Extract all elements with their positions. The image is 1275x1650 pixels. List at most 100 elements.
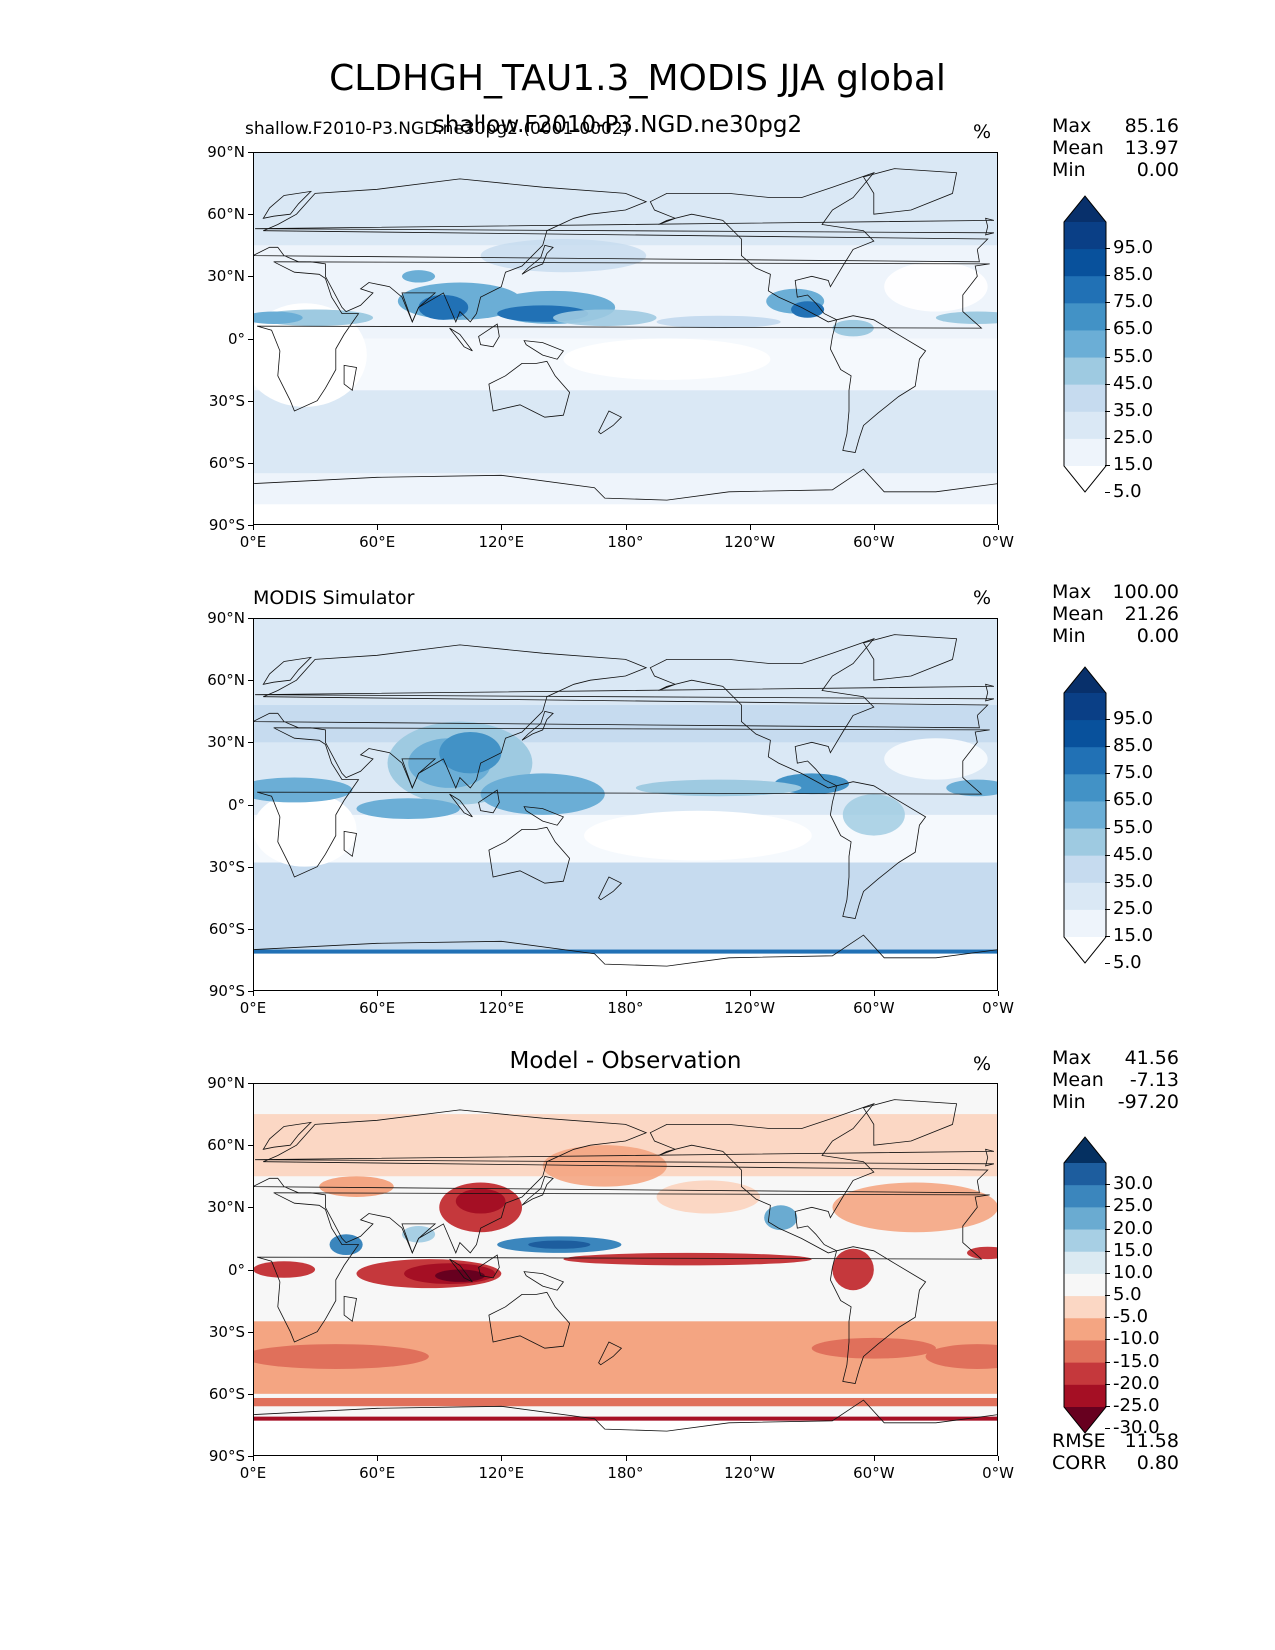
colorbar-tick-label: 55.0 (1113, 816, 1154, 838)
colorbar-reference (1063, 666, 1107, 968)
colorbar-swatch (1064, 747, 1106, 775)
lon-tick-mark (253, 525, 254, 530)
metric-corr: CORR 0.80 (1052, 1452, 1179, 1474)
lat-tick-mark (248, 804, 253, 806)
panel-difference-map (253, 1083, 998, 1456)
colorbar-tick-mark (1105, 1295, 1110, 1297)
colorbar-tick-mark (1105, 800, 1110, 802)
colorbar-tick-mark (1105, 275, 1110, 277)
panel-reference-map (253, 618, 998, 991)
colorbar-tick-mark (1105, 437, 1110, 439)
panel-test-map (253, 152, 998, 525)
colorbar-tick-label: 95.0 (1113, 237, 1154, 259)
lat-tick-label: 0° (227, 795, 245, 814)
colorbar-tick-label: 5.0 (1113, 481, 1142, 503)
lon-tick-mark (253, 991, 254, 996)
colorbar-swatch (1064, 693, 1106, 721)
colorbar-tick-label: 5.0 (1113, 952, 1142, 974)
coastlines (253, 634, 998, 967)
lat-tick-label: 90°S (208, 982, 245, 1000)
colorbar-swatch (1064, 384, 1106, 413)
colorbar-swatch (1064, 438, 1106, 467)
lat-tick-label: 30°S (208, 857, 245, 876)
lat-tick-mark (248, 991, 253, 992)
lat-tick-mark (248, 1207, 253, 1209)
lon-tick-label: 180° (607, 533, 644, 551)
colorbar-swatch (1064, 1229, 1106, 1253)
colorbar-swatch (1064, 1163, 1106, 1186)
lon-tick-label: 0°W (982, 533, 1014, 551)
colorbar-swatch (1064, 1362, 1106, 1386)
lat-tick-label: 30°N (207, 267, 245, 286)
lon-tick-label: 120°E (478, 533, 525, 551)
lon-tick-label: 120°E (478, 999, 525, 1017)
colorbar-tick-mark (1105, 908, 1110, 910)
colorbar-tick-mark (1105, 383, 1110, 385)
colorbar-tick-label: 65.0 (1113, 318, 1154, 340)
colorbar-extend-bottom (1064, 1407, 1106, 1433)
stat-min: Min 0.00 (1052, 159, 1179, 181)
lon-tick-mark (873, 525, 875, 530)
colorbar-tick-mark (1105, 854, 1110, 856)
colorbar-tick-mark (1105, 465, 1110, 466)
panel-test-left-label: shallow.F2010-P3.NGD.ne30pg2 (0001-0002) (245, 119, 630, 139)
colorbar-tick-label: 25.0 (1113, 426, 1154, 448)
lon-tick-mark (625, 991, 627, 996)
colorbar-tick-mark (1105, 1184, 1110, 1186)
lat-tick-label: 60°S (208, 1384, 245, 1403)
colorbar-tick-label: 75.0 (1113, 291, 1154, 313)
lat-tick-mark (248, 618, 253, 619)
lat-tick-label: 60°N (207, 671, 245, 690)
lon-tick-label: 120°E (478, 1464, 525, 1482)
lon-tick-mark (998, 525, 999, 530)
colorbar-extend-bottom (1064, 466, 1106, 492)
stat-mean: Mean 13.97 (1052, 137, 1179, 159)
colorbar-swatch (1064, 1185, 1106, 1208)
coastlines (253, 1099, 998, 1432)
colorbar-tick-mark (1105, 936, 1110, 937)
colorbar-swatch (1064, 1340, 1106, 1364)
lat-tick-mark (248, 400, 253, 402)
panel-test-stats: Max 85.16 Mean 13.97 Min 0.00 (1052, 115, 1179, 181)
lon-tick-mark (749, 1456, 751, 1461)
lat-tick-mark (248, 276, 253, 278)
lon-tick-label: 180° (607, 999, 644, 1017)
stat-mean: Mean 21.26 (1052, 603, 1179, 625)
lon-tick-mark (501, 1456, 503, 1461)
colorbar-tick-mark (1105, 1339, 1110, 1341)
lon-tick-label: 180° (607, 1464, 644, 1482)
colorbar-difference (1063, 1136, 1107, 1438)
colorbar-tick-label: 45.0 (1113, 372, 1154, 394)
lat-tick-mark (248, 1145, 253, 1147)
lon-tick-label: 0°W (982, 999, 1014, 1017)
lon-tick-label: 0°E (239, 533, 267, 551)
lon-tick-mark (501, 525, 503, 530)
colorbar-tick-mark (1105, 1250, 1110, 1252)
panel-reference-stats: Max 100.00 Mean 21.26 Min 0.00 (1052, 581, 1179, 647)
lat-tick-mark (248, 462, 253, 464)
colorbar-swatch (1064, 909, 1106, 938)
panel-difference-units: % (973, 1053, 992, 1075)
lon-tick-label: 0°E (239, 1464, 267, 1482)
lat-tick-label: 30°S (208, 391, 245, 410)
panel-difference-stats: Max 41.56 Mean -7.13 Min -97.20 (1052, 1047, 1179, 1113)
lat-tick-mark (248, 1456, 253, 1457)
lon-tick-mark (873, 1456, 875, 1461)
lon-tick-label: 60°W (853, 1464, 895, 1482)
lat-tick-mark (248, 742, 253, 744)
colorbar-extend-top (1064, 1137, 1106, 1163)
colorbar-swatch (1064, 357, 1106, 386)
panel-test-center-label: shallow.F2010-P3.NGD.ne30pg2 (432, 112, 803, 138)
lat-tick-mark (248, 525, 253, 526)
colorbar-tick-mark (1105, 1206, 1110, 1208)
colorbar-tick-label: 30.0 (1113, 1173, 1154, 1195)
lat-tick-label: 60°N (207, 205, 245, 224)
colorbar-swatch (1064, 1251, 1106, 1275)
colorbar-tick-mark (1105, 719, 1110, 721)
lat-tick-mark (248, 680, 253, 682)
lat-tick-label: 90°S (208, 516, 245, 534)
colorbar-tick-label: 25.0 (1113, 1195, 1154, 1217)
lat-tick-mark (248, 214, 253, 216)
colorbar-extend-top (1064, 196, 1106, 222)
